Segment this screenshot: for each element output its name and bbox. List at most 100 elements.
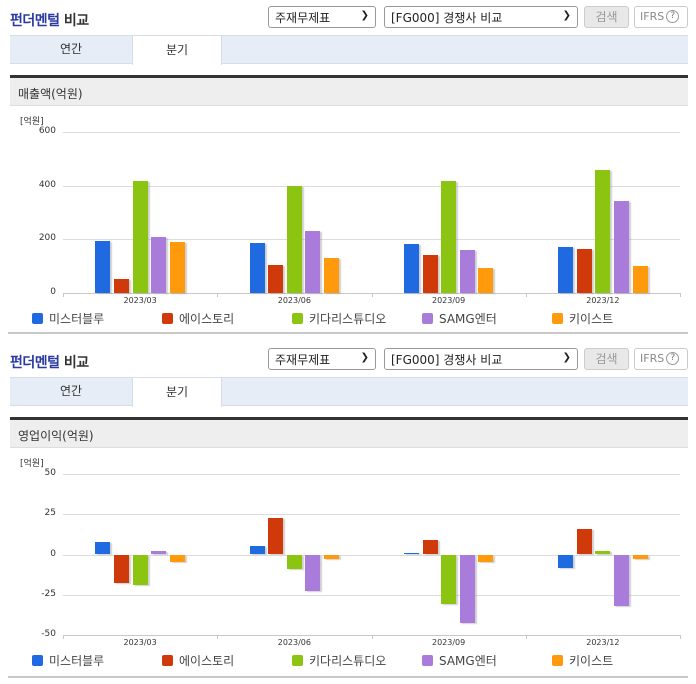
- gridline: [63, 554, 680, 556]
- bar-미스터블루[interactable]: [403, 552, 419, 555]
- x-tick-mark: [525, 293, 527, 297]
- panel-divider: [8, 332, 688, 334]
- search-button[interactable]: 검색: [584, 6, 629, 28]
- gridline: [63, 514, 680, 516]
- x-tick-mark: [371, 635, 373, 639]
- title-suffix: 비교: [63, 13, 89, 29]
- legend-label: 미스터블루: [49, 312, 105, 326]
- bar-키다리스튜디오[interactable]: [441, 180, 457, 293]
- legend-swatch-icon: [292, 313, 303, 324]
- bar-키이스트[interactable]: [632, 554, 648, 560]
- legend-item[interactable]: 미스터블루: [32, 652, 104, 669]
- bar-키다리스튜디오[interactable]: [595, 550, 611, 555]
- bar-미스터블루[interactable]: [249, 243, 265, 293]
- chevron-down-icon: ❯: [360, 352, 369, 363]
- x-tick-mark: [63, 293, 64, 297]
- bar-미스터블루[interactable]: [95, 541, 111, 555]
- legend-item[interactable]: 키다리스튜디오: [292, 652, 386, 669]
- legend-item[interactable]: 키다리스튜디오: [292, 310, 386, 327]
- legend-label: 에이스토리: [179, 654, 235, 668]
- bar-에이스토리[interactable]: [576, 249, 592, 293]
- tab-annual[interactable]: 연간: [59, 384, 83, 398]
- legend-item[interactable]: 에이스토리: [162, 310, 234, 327]
- legend-item[interactable]: SAMG엔터: [422, 652, 497, 669]
- bar-키다리스튜디오[interactable]: [286, 185, 302, 293]
- ifrs-help-button[interactable]: IFRS?: [634, 348, 688, 370]
- bar-미스터블루[interactable]: [558, 247, 574, 293]
- tab-annual[interactable]: 연간: [59, 42, 83, 56]
- bar-SAMG엔터[interactable]: [613, 554, 629, 607]
- legend-swatch-icon: [162, 655, 173, 666]
- bar-SAMG엔터[interactable]: [151, 550, 167, 555]
- bar-SAMG엔터[interactable]: [305, 230, 321, 293]
- bar-키다리스튜디오[interactable]: [286, 554, 302, 570]
- y-tick-label: 0: [50, 548, 56, 559]
- panel-title: 펀더멘털 비교: [10, 352, 89, 372]
- legend-item[interactable]: 미스터블루: [32, 310, 104, 327]
- x-tick-mark: [217, 635, 219, 639]
- x-tick-label: 2023/09: [432, 296, 466, 305]
- bar-키이스트[interactable]: [632, 266, 648, 293]
- chevron-down-icon: ❯: [360, 10, 369, 21]
- x-tick-label: 2023/09: [432, 638, 466, 647]
- bar-키이스트[interactable]: [324, 258, 340, 293]
- title-highlight: 펀더멘털: [10, 13, 60, 29]
- bar-SAMG엔터[interactable]: [613, 201, 629, 293]
- legend-swatch-icon: [32, 655, 43, 666]
- legend-item[interactable]: 키이스트: [552, 310, 613, 327]
- legend-label: 미스터블루: [49, 654, 105, 668]
- bar-에이스토리[interactable]: [576, 528, 592, 555]
- ifrs-help-button[interactable]: IFRS?: [634, 6, 688, 28]
- bar-미스터블루[interactable]: [95, 241, 111, 293]
- section-title: 영업이익(억원): [10, 417, 688, 448]
- bar-SAMG엔터[interactable]: [151, 237, 167, 293]
- bar-키다리스튜디오[interactable]: [132, 554, 148, 586]
- comparison-group-select[interactable]: [FG000] 경쟁사 비교 ❯: [384, 6, 578, 28]
- chevron-down-icon: ❯: [562, 10, 571, 21]
- bar-에이스토리[interactable]: [422, 539, 438, 555]
- fundamental-panel-sales: 펀더멘털 비교 주재무제표 ❯ [FG000] 경쟁사 비교 ❯ 검색 IFRS…: [0, 0, 696, 336]
- statement-type-select[interactable]: 주재무제표 ❯: [268, 348, 376, 370]
- bar-에이스토리[interactable]: [114, 554, 130, 584]
- bar-미스터블루[interactable]: [558, 554, 574, 568]
- search-button[interactable]: 검색: [584, 348, 629, 370]
- bar-키이스트[interactable]: [169, 242, 185, 293]
- statement-type-select[interactable]: 주재무제표 ❯: [268, 6, 376, 28]
- x-tick-label: 2023/06: [277, 296, 311, 305]
- gridline: [63, 132, 680, 133]
- y-tick-label: 50: [44, 468, 56, 478]
- bar-에이스토리[interactable]: [268, 517, 284, 555]
- bar-SAMG엔터[interactable]: [459, 554, 475, 623]
- bar-SAMG엔터[interactable]: [305, 554, 321, 591]
- legend-swatch-icon: [32, 313, 43, 324]
- bar-키다리스튜디오[interactable]: [595, 170, 611, 293]
- comparison-group-select[interactable]: [FG000] 경쟁사 비교 ❯: [384, 348, 578, 370]
- bar-에이스토리[interactable]: [114, 279, 130, 293]
- period-tabs: 연간 분기: [10, 35, 688, 65]
- legend-swatch-icon: [552, 655, 563, 666]
- tab-quarterly[interactable]: 분기: [132, 377, 222, 407]
- bar-미스터블루[interactable]: [249, 545, 265, 555]
- bar-키이스트[interactable]: [324, 554, 340, 560]
- bar-키이스트[interactable]: [169, 554, 185, 562]
- x-tick-label: 2023/12: [586, 638, 620, 647]
- bar-미스터블루[interactable]: [403, 244, 419, 293]
- legend-item[interactable]: 에이스토리: [162, 652, 234, 669]
- bar-에이스토리[interactable]: [422, 254, 438, 293]
- legend-label: 키이스트: [569, 312, 614, 326]
- legend-label: SAMG엔터: [439, 654, 497, 668]
- legend-label: 키이스트: [569, 654, 614, 668]
- bar-키다리스튜디오[interactable]: [132, 180, 148, 293]
- ifrs-label: IFRS: [640, 10, 665, 23]
- tab-quarterly[interactable]: 분기: [132, 35, 222, 65]
- bar-키이스트[interactable]: [478, 554, 494, 562]
- bar-SAMG엔터[interactable]: [459, 250, 475, 293]
- bar-키이스트[interactable]: [478, 267, 494, 293]
- bar-키다리스튜디오[interactable]: [441, 554, 457, 604]
- x-tick-label: 2023/03: [123, 638, 157, 647]
- legend-item[interactable]: 키이스트: [552, 652, 613, 669]
- bar-에이스토리[interactable]: [268, 264, 284, 293]
- x-tick-label: 2023/03: [123, 296, 157, 305]
- legend-swatch-icon: [552, 313, 563, 324]
- legend-item[interactable]: SAMG엔터: [422, 310, 497, 327]
